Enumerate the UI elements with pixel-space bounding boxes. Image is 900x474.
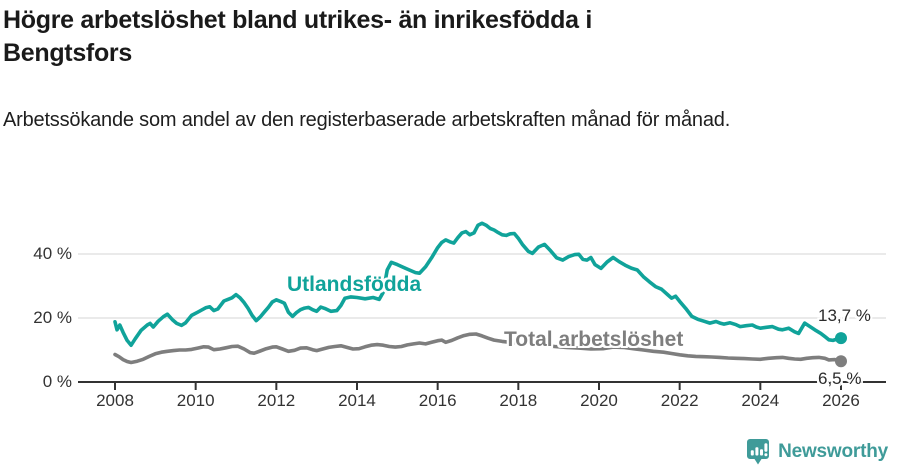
series-line-1 <box>113 332 843 365</box>
series-end-dot-0 <box>834 332 847 345</box>
newsworthy-icon <box>746 438 770 466</box>
x-axis-label: 2016 <box>418 391 457 410</box>
x-axis-label: 2026 <box>822 391 860 410</box>
x-axis-label: 2012 <box>257 391 296 410</box>
series-end-dot-1 <box>834 355 847 368</box>
y-axis-label: 20 % <box>33 308 72 327</box>
newsworthy-logo-text: Newsworthy <box>778 441 888 462</box>
x-axis-label: 2022 <box>660 391 699 410</box>
x-axis-label: 2014 <box>338 391 376 410</box>
chart-title: Högre arbetslöshet bland utrikes- än inr… <box>3 6 592 67</box>
x-axis-label: 2020 <box>580 391 618 410</box>
chart-subtitle: Arbetssökande som andel av den registerb… <box>3 109 731 131</box>
x-axis-label: 2008 <box>96 391 134 410</box>
end-value-label-utlandsfodda: 13,7 % <box>818 306 871 325</box>
series-label-utlandsfodda: Utlandsfödda <box>287 273 422 296</box>
series-label-total-arbetsloshet: Total arbetslöshet <box>504 328 684 351</box>
y-axis-label: 0 % <box>42 372 72 391</box>
x-axis-label: 2010 <box>176 391 215 410</box>
series-line-0 <box>113 221 843 348</box>
end-value-label-total: 6,5 % <box>818 369 862 388</box>
x-axis-label: 2024 <box>741 391 780 410</box>
x-axis-label: 2018 <box>499 391 538 410</box>
newsworthy-logo-link[interactable]: Newsworthy <box>746 438 888 466</box>
y-axis-label: 40 % <box>33 244 72 263</box>
